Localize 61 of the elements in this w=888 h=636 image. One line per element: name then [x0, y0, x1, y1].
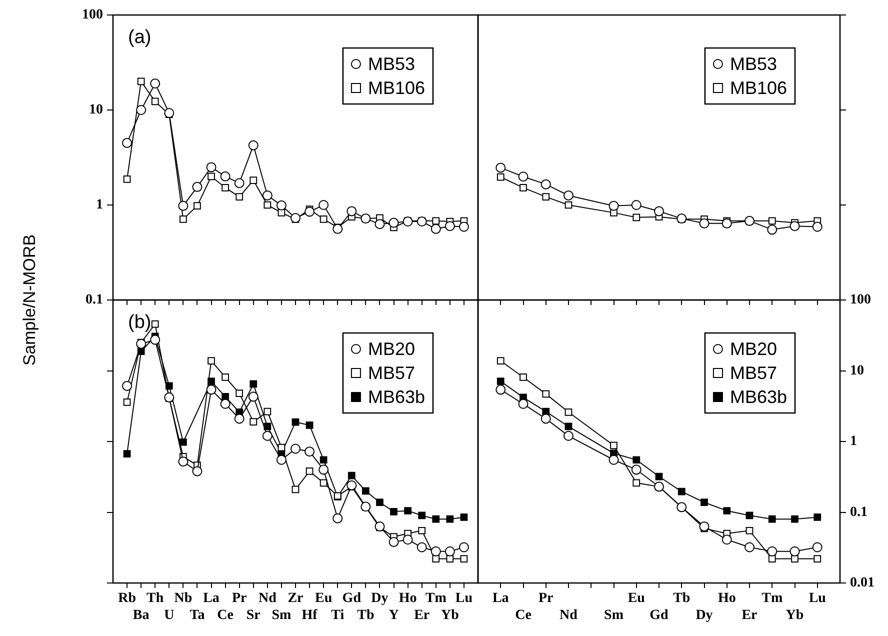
x-tick-label: Gd [342, 591, 362, 606]
y-tick-label: 0.01 [850, 576, 874, 591]
x-tick-label: Pr [538, 591, 554, 606]
x-tick-label: Ho [718, 591, 736, 606]
x-tick-label: Ho [398, 591, 417, 606]
x-tick-label: Eu [628, 591, 646, 606]
y-tick-label: 10 [89, 102, 103, 118]
x-tick-label: Sm [272, 608, 292, 623]
x-tick-label: Zr [288, 591, 304, 606]
x-tick-label: Nb [174, 591, 192, 606]
x-tick-label: Eu [315, 591, 332, 606]
x-tick-label: La [492, 591, 509, 606]
x-tick-label: Rb [118, 591, 136, 606]
x-tick-label: Dy [371, 591, 388, 606]
x-tick-label: Th [146, 591, 164, 606]
y-tick-label: 1 [96, 198, 103, 213]
legend-label: MB57 [730, 362, 777, 383]
x-tick-label: Nd [258, 591, 277, 606]
x-tick-label: Pr [232, 591, 247, 606]
legend-label: MB53 [368, 54, 415, 74]
x-tick-label: Ce [515, 608, 532, 623]
y-tick-label: 0.1 [86, 292, 103, 308]
legend-label: MB63b [368, 386, 426, 407]
x-tick-label: Ba [132, 608, 150, 623]
y-tick-label: 1 [850, 434, 857, 450]
x-tick-label: Ce [217, 608, 234, 623]
x-tick-label: Tb [357, 608, 374, 623]
legend-label: MB20 [730, 338, 777, 359]
legend-label: MB20 [368, 338, 415, 359]
x-tick-label: La [203, 591, 220, 606]
legend-label: MB106 [368, 78, 426, 98]
annotation: (a) [128, 27, 152, 48]
legend-label: MB53 [730, 54, 777, 74]
x-tick-label: Sr [246, 608, 260, 623]
x-tick-label: Ta [190, 608, 205, 623]
x-tick-label: Tb [673, 591, 690, 606]
x-tick-label: Nd [560, 608, 578, 623]
x-tick-label: Gd [650, 608, 669, 623]
x-tick-label: Y [388, 608, 399, 623]
x-tick-label: Ti [331, 608, 344, 623]
y-axis-title: Sample/N-MORB [20, 234, 40, 366]
legend-label: MB57 [368, 362, 415, 383]
x-tick-label: Lu [808, 591, 826, 606]
x-tick-label: U [164, 608, 174, 623]
legend-label: MB106 [730, 78, 788, 98]
x-tick-label: Hf [302, 608, 318, 623]
y-tick-label: 0.1 [850, 504, 868, 520]
y-tick-label: 100 [82, 8, 103, 23]
y-tick-label: 100 [850, 292, 871, 308]
legend-label: MB63b [730, 386, 788, 407]
x-tick-label: Dy [696, 608, 713, 623]
x-tick-label: Lu [455, 591, 473, 606]
x-tick-label: Er [742, 608, 758, 623]
annotation: (b) [128, 312, 152, 333]
x-tick-label: Tm [425, 591, 447, 606]
x-tick-label: Yb [440, 608, 460, 623]
x-tick-label: Er [414, 608, 430, 623]
x-tick-label: Yb [786, 608, 804, 623]
y-tick-label: 10 [850, 363, 864, 378]
x-tick-label: Tm [762, 591, 783, 606]
x-tick-label: Sm [604, 608, 624, 623]
